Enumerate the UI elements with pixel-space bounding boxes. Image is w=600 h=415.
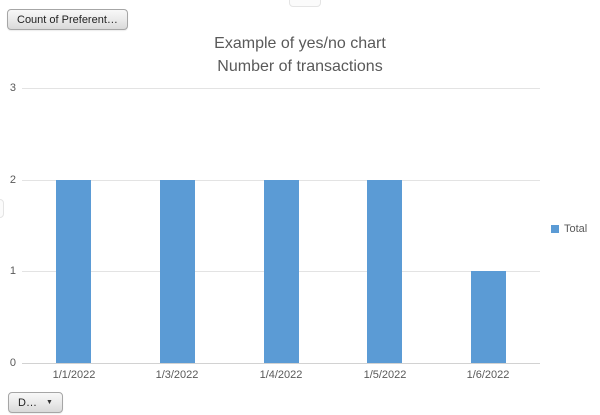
x-axis-tick-label: 1/4/2022	[259, 369, 303, 381]
chart-title-line2: Number of transactions	[217, 58, 383, 75]
x-axis-tick-label: 1/6/2022	[466, 369, 510, 381]
x-axis-tick-label: 1/1/2022	[52, 369, 96, 381]
axis-field-dropdown[interactable]: D… ▼	[8, 392, 63, 413]
bar-1/4/2022[interactable]	[264, 180, 299, 363]
value-field-button[interactable]: Count of Preferent…	[7, 9, 128, 30]
gridline	[22, 88, 540, 89]
y-axis-tick-label: 3	[9, 82, 16, 94]
x-axis-tick-label: 1/5/2022	[363, 369, 407, 381]
chart-title[interactable]: Example of yes/no chart Number of transa…	[100, 32, 500, 78]
legend-swatch-icon	[551, 225, 559, 233]
legend-label: Total	[564, 223, 588, 235]
bar-1/5/2022[interactable]	[367, 180, 402, 363]
bar-1/3/2022[interactable]	[160, 180, 195, 363]
y-axis-tick-label: 0	[9, 357, 16, 369]
legend[interactable]: Total	[551, 223, 587, 235]
x-axis-line	[22, 363, 540, 364]
dropdown-arrow-icon: ▼	[45, 399, 53, 406]
x-axis-tick-label: 1/3/2022	[155, 369, 199, 381]
cropped-element-left	[0, 199, 4, 218]
axis-field-label: D…	[18, 396, 37, 409]
y-axis-tick-label: 2	[9, 174, 16, 186]
cropped-element-top	[289, 0, 321, 7]
chart-title-line1: Example of yes/no chart	[214, 35, 386, 52]
bar-1/1/2022[interactable]	[56, 180, 91, 363]
value-field-label: Count of Preferent…	[17, 13, 118, 26]
y-axis-tick-label: 1	[9, 265, 16, 277]
bar-1/6/2022[interactable]	[471, 271, 506, 363]
